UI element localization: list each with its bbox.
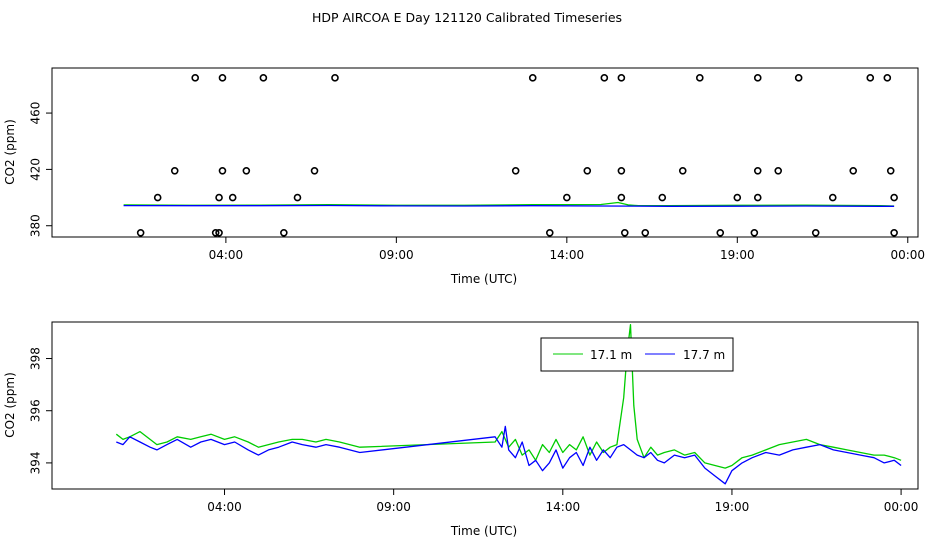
data-point (259, 74, 268, 82)
data-point (331, 74, 339, 82)
data-point (563, 193, 571, 202)
x-tick-label: 09:00 (376, 500, 411, 514)
series-line-17-1-m (115, 323, 902, 469)
data-point (191, 74, 199, 82)
data-point (228, 193, 237, 202)
data-point (866, 74, 875, 82)
x-tick-label: 14:00 (550, 248, 585, 262)
top-panel: 04:00 09:00 14:00 19:00 00:00 380 420 460 Time … (3, 67, 926, 286)
x-tick-label: 04:00 (207, 500, 242, 514)
data-point (242, 167, 251, 175)
data-point (136, 228, 145, 237)
data-point (215, 193, 223, 202)
y-tick-label: 394 (29, 451, 43, 474)
data-point (828, 193, 837, 202)
data-point (583, 167, 592, 175)
y-axis-label: CO2 (ppm) (3, 372, 17, 438)
data-point (883, 74, 892, 82)
data-point (218, 74, 227, 82)
x-axis-label: Time (UTC) (450, 272, 517, 286)
plot-marks (115, 323, 902, 485)
legend: 17.1 m 17.7 m (540, 337, 734, 372)
bottom-panel: 04:00 09:00 14:00 19:00 00:00 394 396 398 Time … (3, 321, 919, 538)
legend-label-17-1m: 17.1 m (590, 348, 632, 362)
data-point (849, 167, 858, 175)
data-point (753, 74, 762, 82)
series-line-17-7-m (116, 425, 902, 485)
y-axis-label: CO2 (ppm) (3, 119, 17, 185)
axis-ticks: 04:00 09:00 14:00 19:00 00:00 380 420 460 (29, 102, 926, 262)
x-tick-label: 19:00 (715, 500, 750, 514)
data-point (811, 228, 820, 237)
series-line-17-1-m (123, 201, 895, 207)
data-point (695, 74, 704, 82)
data-point (750, 228, 759, 237)
x-tick-label: 00:00 (890, 248, 925, 262)
data-point (794, 74, 803, 82)
data-point (528, 74, 537, 82)
data-point (617, 74, 626, 82)
data-point (658, 193, 667, 202)
data-point (886, 167, 895, 175)
data-point (890, 193, 898, 202)
data-point (218, 167, 227, 175)
data-point (617, 193, 626, 202)
data-point (753, 167, 762, 175)
data-point (774, 167, 783, 175)
y-tick-label: 398 (29, 347, 43, 370)
data-point (733, 193, 742, 202)
legend-label-17-7m: 17.7 m (683, 348, 725, 362)
y-tick-label: 460 (29, 102, 43, 125)
x-axis-label: Time (UTC) (450, 524, 517, 538)
x-tick-label: 19:00 (720, 248, 755, 262)
x-tick-label: 00:00 (884, 500, 919, 514)
series-line-17-7-m (123, 204, 895, 207)
x-tick-label: 04:00 (209, 248, 244, 262)
y-tick-label: 380 (29, 214, 43, 237)
data-point (511, 167, 520, 175)
y-tick-label: 420 (29, 158, 43, 181)
data-point (170, 167, 179, 175)
plot-frame (51, 67, 919, 238)
x-tick-label: 09:00 (379, 248, 414, 262)
data-point (678, 167, 687, 175)
data-point (753, 193, 762, 202)
figure-title: HDP AIRCOA E Day 121120 Calibrated Times… (312, 10, 622, 25)
data-point (617, 167, 626, 175)
data-point (716, 228, 725, 237)
data-point (620, 228, 629, 237)
data-point (545, 228, 554, 237)
plot-frame (51, 321, 919, 490)
data-point (890, 228, 898, 237)
data-point (211, 228, 220, 237)
data-point (641, 228, 650, 237)
data-point (153, 193, 162, 202)
plot-marks (123, 74, 898, 237)
data-point (293, 193, 302, 202)
data-point (600, 74, 609, 82)
data-point (310, 167, 319, 175)
axis-ticks: 04:00 09:00 14:00 19:00 00:00 394 396 398 (29, 347, 919, 514)
data-point (280, 228, 288, 237)
data-point (215, 228, 223, 237)
y-tick-label: 396 (29, 399, 43, 422)
x-tick-label: 14:00 (546, 500, 581, 514)
